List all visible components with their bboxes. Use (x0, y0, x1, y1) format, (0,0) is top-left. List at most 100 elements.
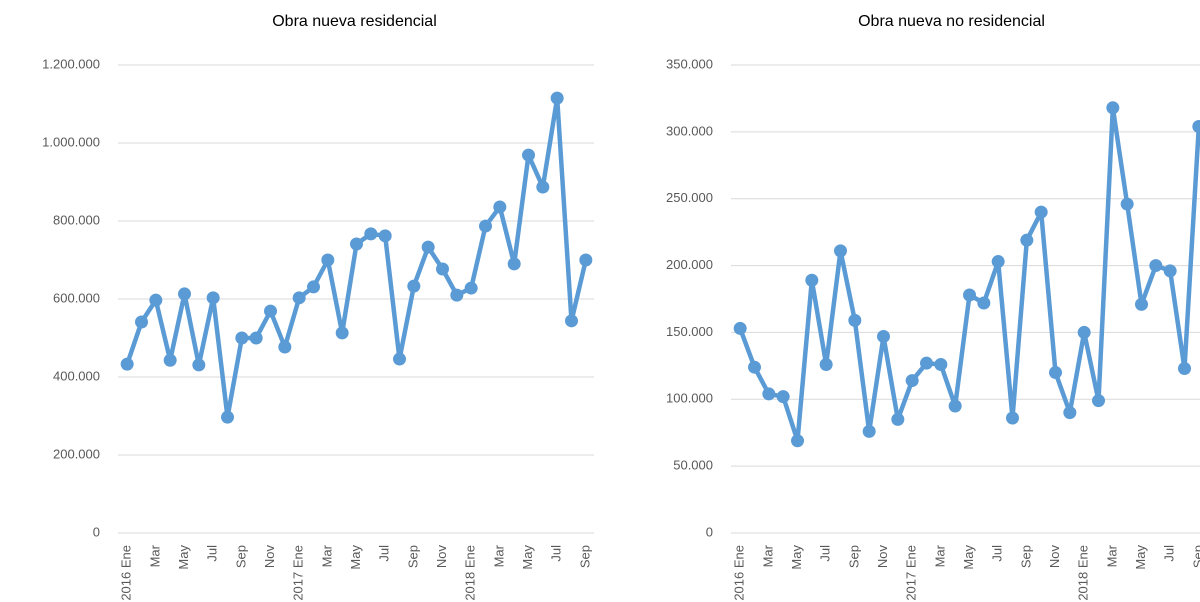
marker (278, 340, 292, 354)
y-tick-label: 50.000 (673, 458, 713, 473)
marker (536, 180, 550, 194)
chart-title: Obra nueva residencial (272, 13, 437, 30)
marker (862, 424, 876, 438)
marker (192, 358, 206, 372)
x-tick-label: May (961, 545, 976, 570)
marker (579, 253, 593, 267)
marker (934, 358, 948, 372)
marker (163, 353, 177, 367)
marker (1034, 205, 1048, 219)
y-tick-label: 0 (706, 524, 713, 539)
marker (1178, 362, 1191, 376)
y-tick-label: 350.000 (666, 56, 713, 71)
marker (1077, 325, 1091, 339)
marker (819, 358, 833, 372)
marker (507, 257, 521, 271)
x-tick-label: Sep (1190, 545, 1200, 568)
marker (1192, 120, 1200, 134)
x-tick-label: Mar (932, 544, 947, 567)
marker (522, 148, 535, 162)
y-tick-label: 0 (93, 524, 100, 539)
x-tick-label: 2017 Ene (904, 545, 919, 601)
x-tick-label: 2017 Ene (291, 545, 306, 601)
marker (891, 412, 905, 426)
marker (791, 434, 804, 448)
marker (493, 200, 507, 214)
marker (350, 237, 363, 251)
x-tick-label: May (789, 545, 804, 570)
marker (206, 291, 220, 305)
x-tick-label: Sep (846, 545, 861, 568)
y-tick-label: 1.200.000 (42, 56, 100, 71)
y-tick-label: 300.000 (666, 123, 713, 138)
marker (1020, 233, 1034, 247)
x-tick-label: Mar (1104, 544, 1119, 567)
x-tick-label: 2016 Ene (732, 545, 747, 601)
x-tick-label: Nov (262, 545, 277, 569)
marker (963, 288, 976, 302)
y-tick-label: 800.000 (53, 212, 100, 227)
marker (321, 253, 335, 267)
x-tick-label: Jul (818, 545, 833, 562)
y-tick-label: 100.000 (666, 391, 713, 406)
marker (450, 288, 464, 302)
marker (762, 387, 776, 401)
marker (264, 304, 277, 318)
marker (307, 280, 320, 294)
marker (834, 244, 847, 258)
marker (991, 255, 1005, 269)
y-tick-label: 150.000 (666, 324, 713, 339)
x-tick-label: Sep (1018, 545, 1033, 568)
marker (977, 296, 991, 310)
x-tick-label: Nov (875, 545, 890, 569)
marker (748, 360, 761, 374)
marker (149, 293, 163, 307)
y-tick-label: 250.000 (666, 190, 713, 205)
marker (550, 91, 564, 105)
x-tick-label: Mar (147, 544, 162, 567)
x-tick-label: 2016 Ene (119, 545, 134, 601)
marker (1149, 259, 1163, 273)
x-tick-label: May (176, 545, 191, 570)
x-tick-label: May (520, 545, 535, 570)
marker (436, 262, 449, 276)
y-tick-label: 200.000 (53, 446, 100, 461)
marker (421, 240, 435, 254)
x-tick-label: Nov (1047, 545, 1062, 569)
x-tick-label: Jul (377, 545, 392, 562)
x-tick-label: Sep (405, 545, 420, 568)
marker (948, 399, 962, 413)
x-tick-label: Mar (319, 544, 334, 567)
marker (877, 329, 890, 343)
marker (920, 356, 933, 370)
marker (805, 273, 819, 287)
x-tick-label: Jul (990, 545, 1005, 562)
marker (776, 390, 790, 404)
marker (1120, 197, 1134, 211)
marker (120, 357, 134, 371)
marker (733, 321, 747, 335)
x-tick-label: Jul (549, 545, 564, 562)
marker (249, 331, 263, 345)
x-tick-label: Jul (1162, 545, 1177, 562)
x-tick-label: May (348, 545, 363, 570)
marker (235, 331, 249, 345)
marker (1092, 394, 1105, 408)
marker (479, 219, 492, 233)
y-tick-label: 1.000.000 (42, 134, 100, 149)
marker (378, 229, 392, 243)
y-tick-label: 600.000 (53, 290, 100, 305)
x-tick-label: 2018 Ene (1076, 545, 1091, 601)
marker (1135, 297, 1148, 311)
marker (1049, 366, 1062, 380)
marker (1006, 411, 1019, 425)
marker (393, 352, 406, 366)
chart-title: Obra nueva no residencial (858, 13, 1045, 30)
marker (135, 315, 148, 329)
marker (364, 227, 378, 241)
x-tick-label: May (1133, 545, 1148, 570)
marker (1163, 264, 1177, 278)
x-tick-label: Nov (434, 545, 449, 569)
x-tick-label: 2018 Ene (463, 545, 478, 601)
